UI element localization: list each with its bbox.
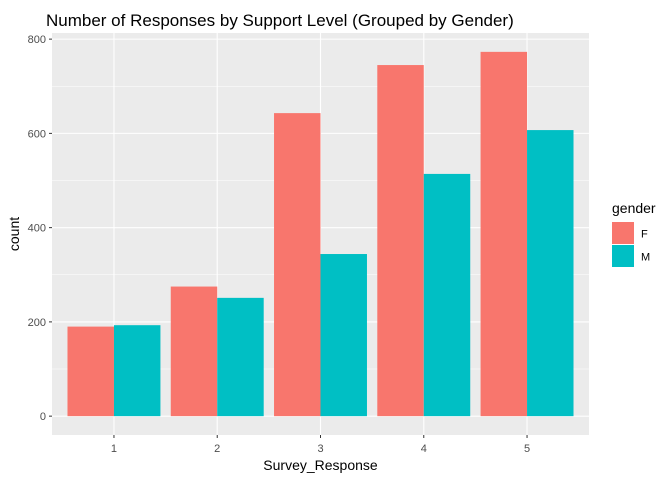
axes: 0 200 400 600 800 1 2 3 4 5 (28, 34, 530, 455)
x-tick-label: 1 (111, 443, 117, 455)
x-axis-label: Survey_Response (263, 457, 378, 473)
x-tick-label: 3 (317, 443, 323, 455)
legend-title: gender (612, 200, 656, 216)
bar-M-1 (113, 325, 161, 417)
bar-M-4 (423, 173, 471, 417)
bar-F-5 (480, 51, 528, 417)
y-tick-label: 0 (40, 411, 46, 423)
legend-label-F: F (641, 229, 648, 241)
bar-F-4 (377, 65, 424, 417)
bars (67, 51, 574, 417)
legend-swatch-F (612, 222, 634, 244)
bar-M-3 (320, 254, 367, 417)
legend-label-M: M (641, 252, 650, 264)
legend: gender FM (612, 200, 656, 267)
x-tick-label: 2 (214, 443, 220, 455)
bar-F-1 (67, 326, 114, 417)
bar-F-3 (274, 113, 321, 417)
legend-swatch-M (612, 245, 634, 267)
chart-title: Number of Responses by Support Level (Gr… (46, 11, 514, 30)
y-tick-label: 200 (28, 317, 46, 329)
y-tick-label: 600 (28, 128, 46, 140)
x-tick-label: 5 (524, 443, 530, 455)
y-tick-label: 800 (28, 34, 46, 46)
bar-M-2 (217, 297, 264, 417)
y-axis-label: count (6, 217, 22, 251)
x-tick-label: 4 (421, 443, 427, 455)
bar-M-5 (527, 130, 574, 417)
legend-items: FM (612, 222, 650, 267)
bar-F-2 (170, 286, 218, 417)
y-tick-label: 400 (28, 223, 46, 235)
